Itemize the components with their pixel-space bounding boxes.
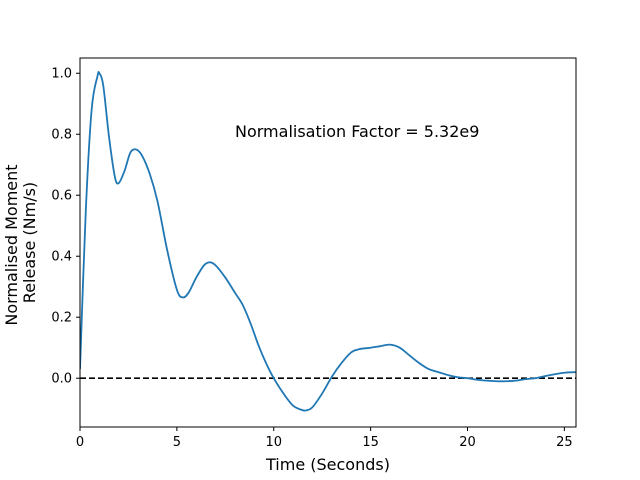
y-tick-label: 0.4 (51, 250, 72, 265)
y-tick-label: 0.6 (51, 189, 72, 204)
normalisation-factor-annotation: Normalisation Factor = 5.32e9 (235, 122, 479, 141)
y-axis-label-line-2: Release (Nm/s) (20, 182, 39, 303)
y-axis-label-line-1: Normalised Moment (2, 164, 21, 325)
x-tick-label: 15 (362, 435, 379, 450)
y-tick-label: 0.8 (51, 128, 72, 143)
y-tick-label: 0.0 (51, 372, 72, 387)
y-tick-label: 0.2 (51, 311, 72, 326)
moment-release-series-line (80, 71, 576, 412)
x-axis-ticks: 0 5 10 15 20 25 (76, 427, 573, 450)
y-axis-label: Normalised Moment Release (Nm/s) (2, 159, 39, 325)
x-axis-label: Time (Seconds) (265, 455, 390, 474)
plot-frame (79, 57, 577, 428)
x-tick-label: 0 (76, 435, 84, 450)
y-tick-label: 1.0 (51, 67, 72, 82)
plot-marks (80, 71, 576, 412)
y-axis-ticks: 0.0 0.2 0.4 0.6 0.8 1.0 (51, 67, 80, 387)
x-tick-label: 5 (173, 435, 181, 450)
x-tick-label: 20 (459, 435, 476, 450)
x-tick-label: 25 (556, 435, 573, 450)
x-tick-label: 10 (265, 435, 282, 450)
